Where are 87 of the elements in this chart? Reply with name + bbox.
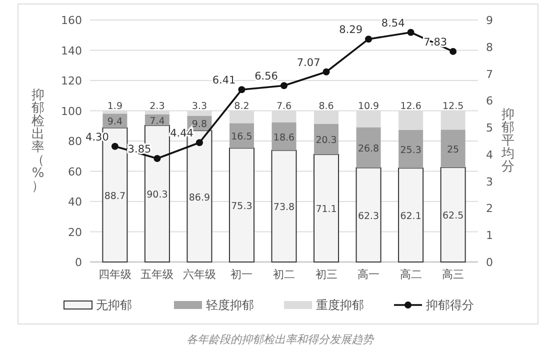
point bbox=[154, 154, 161, 162]
point bbox=[322, 68, 330, 76]
data-label: 62.3 bbox=[358, 210, 380, 222]
y2-tick-label: 7 bbox=[486, 68, 493, 81]
y2-tick-label: 9 bbox=[486, 14, 493, 27]
data-label: 10.9 bbox=[358, 100, 380, 112]
y2-tick-label: 1 bbox=[486, 229, 493, 242]
x-tick-label: 初二 bbox=[273, 268, 295, 281]
point bbox=[365, 36, 372, 43]
data-label: 12.6 bbox=[400, 100, 422, 112]
x-tick-label: 高二 bbox=[400, 268, 422, 281]
y-axis-title: 抑郁检出率（%） bbox=[32, 88, 44, 194]
y2-axis-title: 抑郁平均分 bbox=[500, 108, 514, 174]
data-label: 25 bbox=[447, 144, 460, 156]
data-label: 8.2 bbox=[234, 100, 250, 112]
legend-label: 轻度抑郁 bbox=[206, 298, 254, 312]
bar bbox=[356, 127, 381, 168]
y2-tick-label: 2 bbox=[486, 202, 493, 216]
point bbox=[196, 139, 203, 146]
y-tick-label: 120 bbox=[61, 74, 82, 88]
point bbox=[111, 142, 118, 150]
y-tick-label: 140 bbox=[61, 44, 82, 58]
data-label: 9.8 bbox=[192, 119, 208, 130]
data-label: 6.56 bbox=[254, 70, 278, 83]
bar bbox=[272, 122, 296, 150]
x-tick-label: 四年级 bbox=[98, 268, 132, 281]
y-tick-label: 100 bbox=[61, 104, 82, 118]
data-label: 8.29 bbox=[339, 24, 363, 36]
legend-label: 抑郁得分 bbox=[426, 298, 474, 312]
data-label: 20.3 bbox=[316, 135, 337, 146]
bar bbox=[440, 130, 466, 168]
point bbox=[238, 86, 246, 94]
x-tick-label: 高三 bbox=[442, 268, 464, 281]
point bbox=[280, 82, 288, 90]
y-tick-label: 60 bbox=[68, 165, 82, 178]
bar bbox=[228, 148, 254, 262]
data-label: 25.3 bbox=[400, 144, 422, 156]
data-label: 75.3 bbox=[231, 201, 252, 212]
y2-tick-label: 3 bbox=[486, 175, 493, 188]
data-label: 26.8 bbox=[358, 144, 380, 155]
y2-tick-label: 4 bbox=[486, 148, 493, 162]
bar bbox=[271, 150, 297, 262]
y2-tick-label: 8 bbox=[486, 40, 493, 54]
legend-label: 无抑郁 bbox=[96, 298, 132, 312]
data-label: 73.8 bbox=[273, 202, 295, 214]
y-tick-label: 20 bbox=[68, 226, 82, 239]
y2-tick-label: 0 bbox=[486, 256, 493, 269]
data-label: 8.6 bbox=[318, 100, 334, 112]
y2-tick-label: 6 bbox=[486, 94, 493, 108]
data-label: 3.3 bbox=[192, 100, 208, 112]
bar bbox=[356, 167, 382, 262]
x-tick-label: 五年级 bbox=[140, 268, 174, 281]
x-tick-label: 高一 bbox=[358, 268, 380, 281]
data-label: 6.41 bbox=[212, 74, 236, 87]
y-tick-label: 40 bbox=[68, 196, 82, 208]
y-tick-label: 160 bbox=[61, 14, 82, 27]
data-label: 71.1 bbox=[316, 204, 337, 216]
data-label: 62.5 bbox=[442, 210, 464, 222]
bar bbox=[314, 124, 339, 154]
bar bbox=[440, 166, 466, 262]
bar bbox=[398, 168, 424, 262]
data-label: 2.3 bbox=[150, 100, 165, 112]
x-tick-label: 六年级 bbox=[182, 268, 216, 281]
x-tick-label: 初一 bbox=[230, 268, 253, 281]
text: 各年龄段的抑郁检出率和得分发展趋势 bbox=[186, 333, 374, 346]
bar bbox=[398, 130, 424, 168]
y-tick-label: 80 bbox=[68, 135, 82, 148]
data-label: 7.4 bbox=[150, 116, 165, 127]
data-label: 8.54 bbox=[381, 17, 406, 30]
point bbox=[450, 48, 457, 55]
x-tick-label: 初三 bbox=[315, 268, 338, 281]
data-label: 90.3 bbox=[146, 190, 168, 201]
data-label: 18.6 bbox=[273, 132, 295, 144]
data-label: 1.9 bbox=[107, 100, 122, 112]
data-label: 9.4 bbox=[107, 116, 122, 128]
legend-label: 重度抑郁 bbox=[316, 298, 364, 312]
data-label: 7.6 bbox=[276, 100, 292, 112]
y2-tick-label: 5 bbox=[486, 122, 493, 135]
y-tick-label: 0 bbox=[75, 256, 82, 269]
data-label: 7.07 bbox=[296, 56, 320, 69]
data-label: 62.1 bbox=[400, 211, 422, 222]
data-label: 88.7 bbox=[104, 190, 126, 202]
point bbox=[407, 28, 414, 36]
bar bbox=[314, 154, 340, 262]
data-label: 12.5 bbox=[442, 100, 464, 112]
data-label: 86.9 bbox=[188, 192, 210, 204]
data-label: 16.5 bbox=[231, 132, 252, 143]
